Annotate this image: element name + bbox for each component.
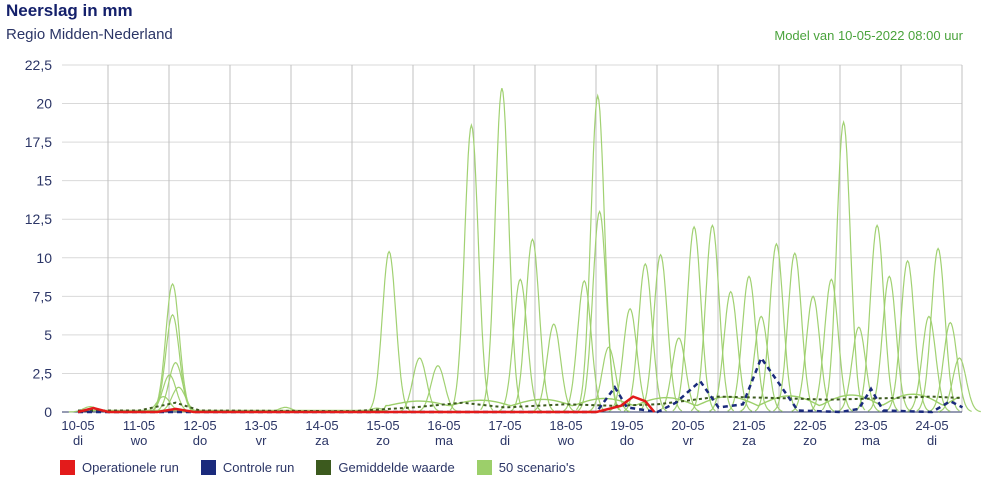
chart-legend: Operationele run Controle run Gemiddelde…: [60, 460, 575, 475]
scenario-line: [398, 357, 442, 413]
scenario-line: [147, 374, 192, 413]
scenario-line: [449, 122, 494, 411]
x-date-label: 16-05: [427, 418, 460, 433]
x-weekday-label: ma: [862, 433, 881, 448]
scenario-line: [638, 253, 683, 412]
x-date-label: 22-05: [793, 418, 826, 433]
y-tick-label: 20: [36, 96, 52, 112]
control-run-line: [78, 355, 964, 414]
x-date-label: 13-05: [244, 418, 277, 433]
y-tick-label: 2,5: [33, 365, 53, 381]
x-weekday-label: di: [500, 433, 510, 448]
y-tick-label: 15: [36, 173, 52, 189]
scenario-line: [367, 250, 411, 412]
x-date-label: 21-05: [732, 418, 765, 433]
legend-mean-label: Gemiddelde waarde: [338, 460, 455, 475]
scenario-line: [562, 279, 606, 412]
x-weekday-label: do: [193, 433, 207, 448]
y-tick-label: 12,5: [25, 211, 52, 227]
y-tick-label: 5: [44, 327, 52, 343]
scenario-line: [157, 386, 201, 413]
precipitation-chart: 02,557,51012,51517,52022,510-05di11-05wo…: [25, 57, 981, 448]
scenario-line: [928, 321, 972, 412]
x-date-label: 20-05: [671, 418, 704, 433]
x-weekday-label: wo: [557, 433, 575, 448]
legend-control-label: Controle run: [222, 460, 295, 475]
y-tick-label: 22,5: [25, 57, 52, 73]
y-tick-label: 10: [36, 250, 52, 266]
scenario-line: [480, 87, 524, 411]
scenario-line: [821, 119, 866, 411]
mean-value-line: [78, 395, 963, 413]
operational-run-line: [77, 395, 656, 414]
y-tick-label: 17,5: [25, 134, 52, 150]
legend-scenarios[interactable]: 50 scenario's: [476, 460, 575, 475]
x-date-label: 15-05: [366, 418, 399, 433]
x-weekday-label: do: [620, 433, 634, 448]
legend-control-swatch: [200, 460, 216, 475]
legend-operational[interactable]: Operationele run: [60, 460, 179, 475]
legend-scenarios-swatch: [476, 460, 492, 475]
scenario-line: [809, 278, 853, 412]
x-date-label: 18-05: [549, 418, 582, 433]
scenario-line: [754, 242, 799, 412]
chart-title: Neerslag in mm: [6, 1, 133, 20]
legend-mean-swatch: [316, 460, 332, 475]
scenario-line: [855, 224, 899, 412]
scenario-line: [577, 209, 622, 412]
x-weekday-label: vr: [683, 433, 695, 448]
scenario-line: [690, 224, 735, 412]
legend-operational-swatch: [60, 460, 75, 475]
x-weekday-label: za: [742, 433, 757, 448]
x-weekday-label: za: [315, 433, 330, 448]
scenario-line: [575, 93, 620, 411]
y-tick-label: 7,5: [33, 288, 53, 304]
x-date-label: 10-05: [61, 418, 94, 433]
x-date-label: 12-05: [183, 418, 216, 433]
x-weekday-label: di: [73, 433, 83, 448]
scenario-line: [773, 251, 817, 412]
scenario-line: [150, 282, 195, 412]
model-timestamp: Model van 10-05-2022 08:00 uur: [774, 28, 963, 43]
legend-scenarios-label: 50 scenario's: [498, 460, 575, 475]
scenario-line: [498, 278, 542, 412]
legend-operational-label: Operationele run: [82, 460, 179, 475]
x-weekday-label: ma: [435, 433, 454, 448]
chart-subtitle: Regio Midden-Nederland: [6, 26, 173, 43]
scenario-line: [916, 247, 960, 412]
y-tick-label: 0: [44, 404, 52, 420]
x-weekday-label: vr: [256, 433, 268, 448]
legend-control[interactable]: Controle run: [200, 460, 295, 475]
x-weekday-label: wo: [130, 433, 148, 448]
x-date-label: 14-05: [305, 418, 338, 433]
scenario-line: [907, 315, 951, 412]
scenario-line: [510, 237, 555, 412]
legend-mean[interactable]: Gemiddelde waarde: [316, 460, 455, 475]
x-date-label: 19-05: [610, 418, 643, 433]
x-weekday-label: zo: [803, 433, 817, 448]
x-weekday-label: di: [927, 433, 937, 448]
x-date-label: 23-05: [854, 418, 887, 433]
x-date-label: 11-05: [123, 418, 155, 433]
x-date-label: 17-05: [488, 418, 521, 433]
scenario-line: [623, 262, 667, 412]
x-date-label: 24-05: [915, 418, 948, 433]
scenario-line: [709, 290, 753, 412]
scenario-line: [532, 323, 576, 412]
scenario-line: [78, 393, 960, 412]
scenario-line: [937, 357, 981, 413]
scenario-line: [885, 259, 930, 412]
x-weekday-label: zo: [376, 433, 390, 448]
